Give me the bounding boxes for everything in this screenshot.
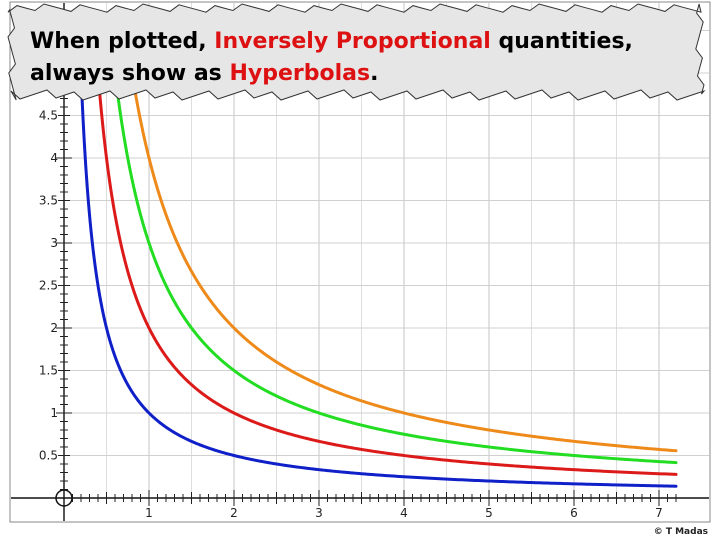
x-tick-label: 6 [570,506,578,520]
tick-marks [56,89,677,506]
title-banner: When plotted, Inversely Proportional qua… [7,3,706,101]
x-tick-label: 5 [485,506,493,520]
curve-k1 [77,24,678,488]
y-tick-label: 3.5 [39,194,58,208]
title-line-2-part-2: . [370,61,378,86]
curve-k3 [108,24,678,465]
y-tick-label: 1 [50,406,58,420]
x-tick-label: 2 [230,506,238,520]
y-tick-label: 4.5 [39,109,58,123]
x-tick-label: 7 [655,506,663,520]
x-tick-label: 3 [315,506,323,520]
title-line-1-part-1: Inversely Proportional [214,29,491,54]
x-tick-label: 4 [400,506,408,520]
x-tick-label: 1 [145,506,153,520]
title-line-2-part-1: Hyperbolas [229,61,370,86]
y-tick-label: 4 [50,151,58,165]
y-tick-label: 2 [50,321,58,335]
origin-marker [55,489,73,507]
chart-title-line-1: When plotted, Inversely Proportional qua… [30,29,633,54]
x-tick-labels: 1 2 3 4 5 6 7 [145,506,663,520]
curve-k2 [93,24,678,476]
chart-title-line-2: always show as Hyperbolas. [30,61,378,86]
curve-k4 [123,24,678,453]
y-tick-label: 2.5 [39,279,58,293]
y-tick-label: 3 [50,236,58,250]
title-line-2-part-0: always show as [30,61,229,86]
title-banner-shape [7,3,706,101]
copyright-text: © T Madas [654,527,708,537]
title-line-1-part-2: quantities, [491,29,633,54]
curves [77,24,678,488]
y-tick-label: 1.5 [39,364,58,378]
y-tick-label: 0.5 [39,449,58,463]
y-tick-labels: 0.5 1 1.5 2 2.5 3 3.5 4 4.5 [39,109,58,463]
title-line-1-part-0: When plotted, [30,29,214,54]
